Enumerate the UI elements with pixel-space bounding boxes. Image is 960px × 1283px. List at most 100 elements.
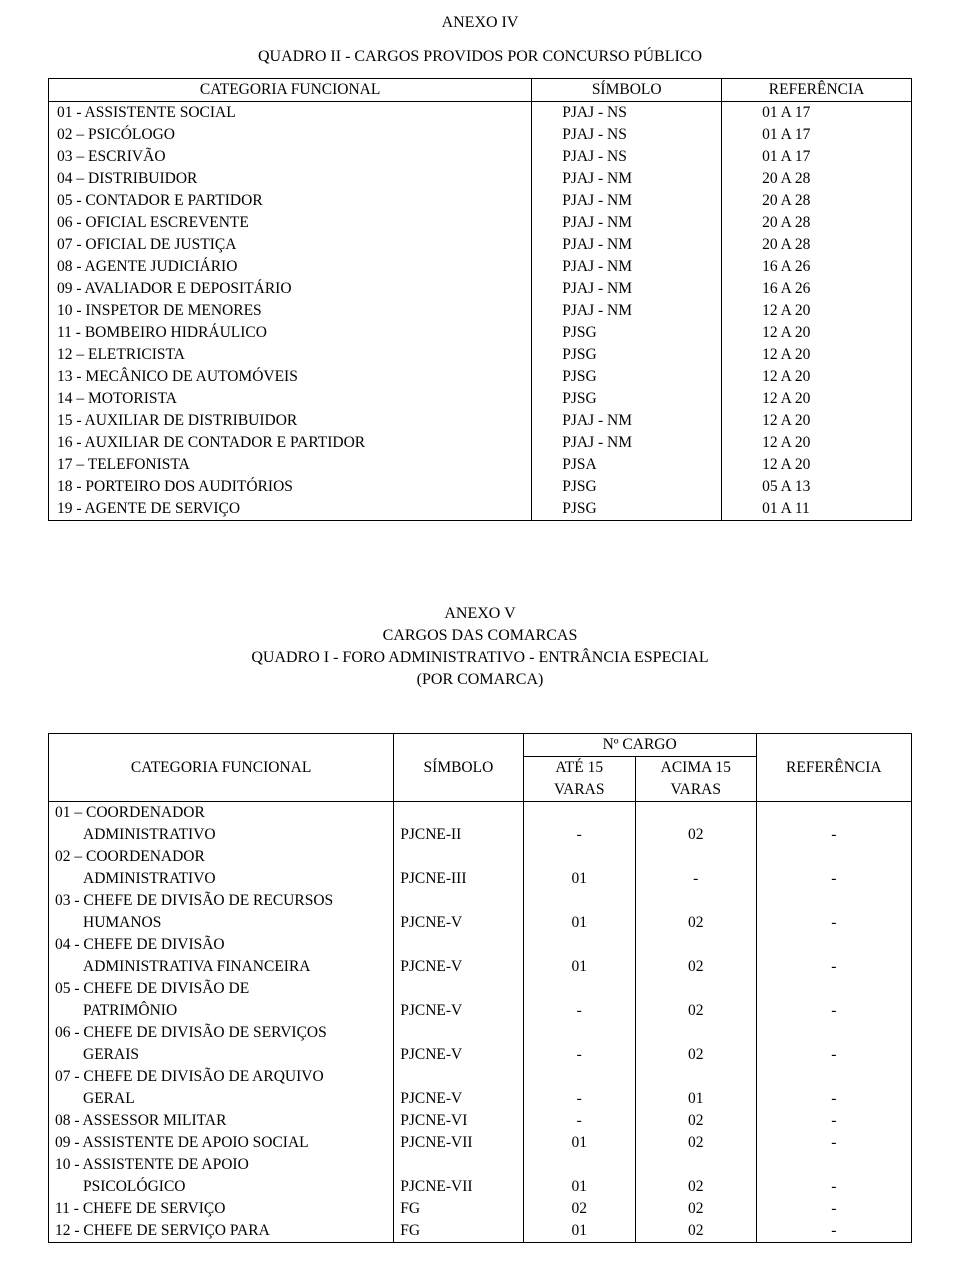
cell-referencia: 12 A 20 — [722, 322, 912, 344]
cell-acima15: 02 — [635, 1220, 756, 1243]
table-row: 02 – PSICÓLOGOPJAJ - NS01 A 17 — [49, 124, 912, 146]
cell-simbolo: PJSG — [532, 366, 722, 388]
cell-simbolo: PJCNE-VI — [394, 1110, 523, 1132]
cell-categoria: 09 - ASSISTENTE DE APOIO SOCIAL — [49, 1132, 394, 1154]
table-row: 08 - AGENTE JUDICIÁRIOPJAJ - NM16 A 26 — [49, 256, 912, 278]
anexo4-header-categoria: CATEGORIA FUNCIONAL — [49, 79, 532, 102]
cell-ate15: 01 — [523, 912, 635, 934]
cell-empty — [756, 1022, 911, 1044]
cell-referencia: - — [756, 1088, 911, 1110]
cell-simbolo: FG — [394, 1220, 523, 1243]
anexo4-subtitle: QUADRO II - CARGOS PROVIDOS POR CONCURSO… — [48, 48, 912, 66]
cell-categoria-sub: PATRIMÔNIO — [49, 1000, 394, 1022]
cell-empty — [394, 934, 523, 956]
table-row: 06 - OFICIAL ESCREVENTEPJAJ - NM20 A 28 — [49, 212, 912, 234]
cell-ate15: - — [523, 1044, 635, 1066]
cell-simbolo: PJCNE-III — [394, 868, 523, 890]
cell-ate15: 02 — [523, 1198, 635, 1220]
cell-categoria-sub: HUMANOS — [49, 912, 394, 934]
cell-categoria: 08 - ASSESSOR MILITAR — [49, 1110, 394, 1132]
cell-simbolo: PJAJ - NM — [532, 278, 722, 300]
table-row: 19 - AGENTE DE SERVIÇOPJSG01 A 11 — [49, 498, 912, 521]
cell-empty — [756, 978, 911, 1000]
cell-referencia: - — [756, 1000, 911, 1022]
cell-acima15: 02 — [635, 1044, 756, 1066]
cell-referencia: 01 A 17 — [722, 124, 912, 146]
table-row: PATRIMÔNIOPJCNE-V-02- — [49, 1000, 912, 1022]
cell-referencia: 01 A 11 — [722, 498, 912, 521]
cell-empty — [635, 1154, 756, 1176]
cell-acima15: 02 — [635, 824, 756, 846]
anexo4-header-referencia: REFERÊNCIA — [722, 79, 912, 102]
cell-categoria: 11 - BOMBEIRO HIDRÁULICO — [49, 322, 532, 344]
cell-referencia: - — [756, 1132, 911, 1154]
cell-ate15: - — [523, 1088, 635, 1110]
cell-empty — [394, 890, 523, 912]
cell-ate15: 01 — [523, 868, 635, 890]
cell-categoria-main: 04 - CHEFE DE DIVISÃO — [49, 934, 394, 956]
cell-categoria-main: 03 - CHEFE DE DIVISÃO DE RECURSOS — [49, 890, 394, 912]
cell-simbolo: PJAJ - NM — [532, 432, 722, 454]
cell-simbolo: PJCNE-V — [394, 1088, 523, 1110]
cell-simbolo: PJAJ - NM — [532, 168, 722, 190]
cell-categoria-sub: ADMINISTRATIVO — [49, 868, 394, 890]
cell-empty — [523, 846, 635, 868]
cell-empty — [635, 846, 756, 868]
table-row: 10 - ASSISTENTE DE APOIO — [49, 1154, 912, 1176]
cell-empty — [523, 934, 635, 956]
cell-referencia: 12 A 20 — [722, 366, 912, 388]
cell-categoria: 14 – MOTORISTA — [49, 388, 532, 410]
table-row: 03 - CHEFE DE DIVISÃO DE RECURSOS — [49, 890, 912, 912]
cell-ate15: - — [523, 1000, 635, 1022]
table-row: 14 – MOTORISTAPJSG12 A 20 — [49, 388, 912, 410]
cell-empty — [523, 1066, 635, 1088]
cell-simbolo: PJAJ - NM — [532, 190, 722, 212]
cell-empty — [394, 978, 523, 1000]
table-row: ADMINISTRATIVOPJCNE-II-02- — [49, 824, 912, 846]
table-row: 04 – DISTRIBUIDORPJAJ - NM20 A 28 — [49, 168, 912, 190]
anexo5-line2: CARGOS DAS COMARCAS — [48, 627, 912, 645]
cell-referencia: - — [756, 1176, 911, 1198]
cell-simbolo: PJCNE-V — [394, 912, 523, 934]
cell-referencia: 20 A 28 — [722, 212, 912, 234]
cell-categoria: 13 - MECÂNICO DE AUTOMÓVEIS — [49, 366, 532, 388]
cell-categoria-sub: GERAIS — [49, 1044, 394, 1066]
cell-categoria-main: 06 - CHEFE DE DIVISÃO DE SERVIÇOS — [49, 1022, 394, 1044]
table-row: 11 - BOMBEIRO HIDRÁULICOPJSG12 A 20 — [49, 322, 912, 344]
cell-simbolo: PJSG — [532, 322, 722, 344]
table-row: 08 - ASSESSOR MILITARPJCNE-VI-02- — [49, 1110, 912, 1132]
cell-empty — [394, 846, 523, 868]
table-row: HUMANOSPJCNE-V0102- — [49, 912, 912, 934]
cell-categoria-sub: PSICOLÓGICO — [49, 1176, 394, 1198]
cell-referencia: 01 A 17 — [722, 146, 912, 168]
table-row: GERAISPJCNE-V-02- — [49, 1044, 912, 1066]
cell-simbolo: PJSG — [532, 476, 722, 498]
anexo4-header-row: CATEGORIA FUNCIONAL SÍMBOLO REFERÊNCIA — [49, 79, 912, 102]
cell-categoria: 18 - PORTEIRO DOS AUDITÓRIOS — [49, 476, 532, 498]
table-row: 07 - CHEFE DE DIVISÃO DE ARQUIVO — [49, 1066, 912, 1088]
cell-categoria: 10 - INSPETOR DE MENORES — [49, 300, 532, 322]
cell-referencia: - — [756, 1220, 911, 1243]
cell-categoria: 06 - OFICIAL ESCREVENTE — [49, 212, 532, 234]
cell-ate15: 01 — [523, 1132, 635, 1154]
table-row: 16 - AUXILIAR DE CONTADOR E PARTIDORPJAJ… — [49, 432, 912, 454]
cell-categoria-main: 01 – COORDENADOR — [49, 802, 394, 825]
cell-empty — [635, 978, 756, 1000]
table-row: 05 - CHEFE DE DIVISÃO DE — [49, 978, 912, 1000]
cell-referencia: 12 A 20 — [722, 454, 912, 476]
cell-empty — [523, 802, 635, 825]
cell-empty — [394, 1022, 523, 1044]
table-row: GERALPJCNE-V-01- — [49, 1088, 912, 1110]
cell-categoria: 04 – DISTRIBUIDOR — [49, 168, 532, 190]
cell-categoria: 16 - AUXILIAR DE CONTADOR E PARTIDOR — [49, 432, 532, 454]
table-row: 02 – COORDENADOR — [49, 846, 912, 868]
table-row: 18 - PORTEIRO DOS AUDITÓRIOSPJSG05 A 13 — [49, 476, 912, 498]
cell-acima15: 02 — [635, 912, 756, 934]
table-row: 09 - AVALIADOR E DEPOSITÁRIOPJAJ - NM16 … — [49, 278, 912, 300]
cell-simbolo: PJAJ - NM — [532, 410, 722, 432]
cell-categoria: 11 - CHEFE DE SERVIÇO — [49, 1198, 394, 1220]
table-row: 15 - AUXILIAR DE DISTRIBUIDORPJAJ - NM12… — [49, 410, 912, 432]
cell-simbolo: FG — [394, 1198, 523, 1220]
anexo5-header-ate15-b: VARAS — [523, 779, 635, 802]
cell-categoria: 09 - AVALIADOR E DEPOSITÁRIO — [49, 278, 532, 300]
